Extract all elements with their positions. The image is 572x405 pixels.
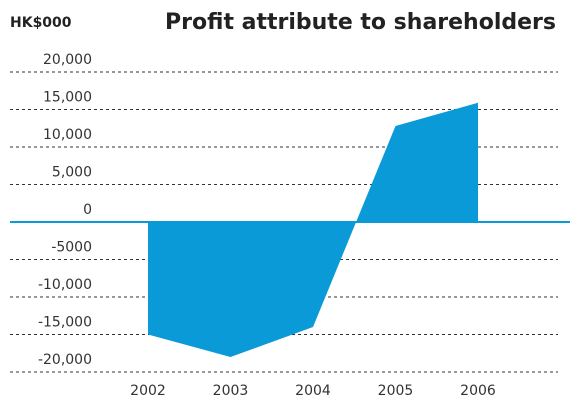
y-tick-label: -20,000	[38, 352, 92, 368]
y-axis-label: HK$000	[10, 15, 72, 31]
y-tick-label: -10,000	[38, 277, 92, 293]
y-tick-label: 0	[83, 202, 92, 218]
x-tick-label: 2005	[378, 383, 414, 399]
y-tick-label: -5000	[51, 240, 92, 256]
x-tick-label: 2004	[295, 383, 331, 399]
y-tick-label: 20,000	[43, 52, 92, 68]
x-tick-label: 2006	[460, 383, 496, 399]
area	[148, 102, 478, 357]
chart-title: Profit attribute to shareholders	[165, 10, 556, 35]
y-tick-label: 10,000	[43, 127, 92, 143]
x-tick-label: 2003	[213, 383, 249, 399]
y-tick-label: -15,000	[38, 315, 92, 331]
x-tick-label: 2002	[130, 383, 166, 399]
y-tick-label: 15,000	[43, 90, 92, 106]
y-tick-label: 5,000	[52, 165, 92, 181]
